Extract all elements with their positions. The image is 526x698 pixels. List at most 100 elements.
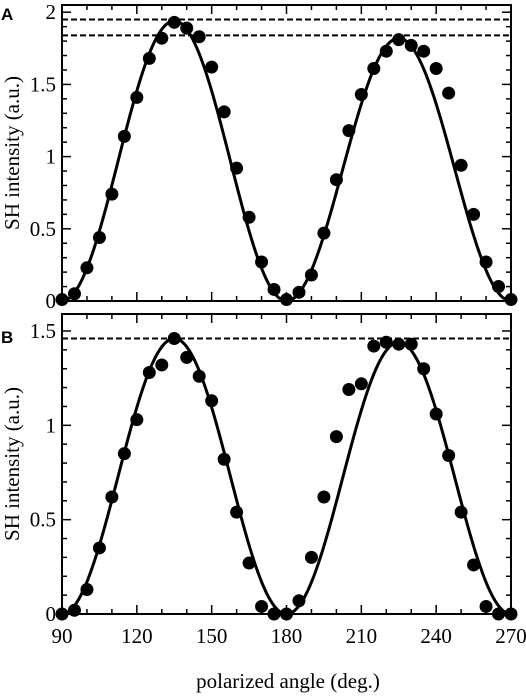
- data-point-a: [354, 88, 368, 102]
- data-point-a: [317, 226, 331, 240]
- data-point-a: [329, 173, 343, 187]
- plot-frame-a: [61, 4, 512, 302]
- data-point-b: [205, 394, 219, 408]
- x-axis-label: polarized angle (deg.): [196, 669, 380, 693]
- y-tick-label-b: 1.5: [30, 319, 56, 343]
- data-point-a: [217, 105, 231, 119]
- data-point-a: [492, 280, 506, 294]
- data-point-a: [167, 15, 181, 29]
- data-point-b: [217, 452, 231, 466]
- y-tick-label-b: 1: [46, 413, 57, 437]
- data-point-b: [379, 335, 393, 349]
- data-point-a: [205, 60, 219, 74]
- data-point-b: [130, 413, 144, 427]
- data-point-a: [442, 86, 456, 100]
- data-point-b: [92, 541, 106, 555]
- data-point-b: [280, 607, 293, 621]
- data-point-b: [479, 599, 493, 613]
- panel-b: 0 0.5 1 1.5 90 120 150 180 210 240 270 SH intensity…: [0, 313, 526, 648]
- data-point-b: [55, 607, 69, 621]
- x-tick-label: 210: [346, 624, 378, 648]
- data-point-a: [304, 268, 318, 282]
- data-point-a: [155, 31, 169, 45]
- data-point-a: [130, 90, 144, 104]
- data-point-a: [467, 207, 481, 221]
- x-tick-label: 150: [196, 624, 228, 648]
- fit-curve-a: [61, 19, 512, 303]
- data-point-b: [67, 603, 81, 617]
- data-point-b: [454, 505, 468, 519]
- y-tick-label-a: 2: [46, 0, 57, 24]
- data-point-a: [367, 62, 381, 76]
- data-point-a: [55, 293, 69, 307]
- y-tick-label-a: 0.5: [30, 217, 56, 241]
- data-point-b: [105, 490, 119, 504]
- data-point-b: [167, 332, 181, 346]
- data-point-a: [80, 261, 94, 275]
- panel-a: 0 0.5 1 1.5 2 SH intensity (a.u.): [0, 0, 518, 313]
- data-point-b: [117, 447, 131, 461]
- data-point-a: [67, 287, 81, 301]
- data-point-a: [142, 51, 156, 65]
- panel-label-a: A: [1, 5, 13, 24]
- data-point-a: [280, 293, 293, 307]
- y-axis-label-a: SH intensity (a.u.): [0, 76, 24, 230]
- data-point-a: [92, 230, 106, 244]
- data-point-a: [392, 33, 406, 47]
- data-point-a: [479, 255, 493, 269]
- data-point-a: [342, 124, 356, 138]
- data-point-a: [429, 62, 443, 76]
- data-point-b: [467, 558, 481, 572]
- data-point-b: [417, 362, 431, 376]
- data-point-a: [230, 161, 244, 175]
- data-point-a: [454, 158, 468, 172]
- data-point-a: [267, 282, 281, 296]
- x-tick-label: 120: [121, 624, 153, 648]
- data-point-a: [504, 293, 518, 307]
- data-point-b: [142, 365, 156, 379]
- data-point-b: [392, 337, 406, 351]
- data-point-b: [292, 594, 306, 608]
- data-point-b: [492, 607, 506, 621]
- data-point-a: [105, 187, 119, 201]
- y-tick-label-a: 0: [46, 289, 57, 313]
- data-point-b: [342, 382, 356, 396]
- data-point-b: [80, 582, 94, 596]
- data-point-a: [117, 129, 131, 143]
- data-point-a: [180, 21, 194, 35]
- data-point-a: [417, 44, 431, 58]
- data-point-b: [329, 430, 343, 444]
- x-tick-label: 270: [495, 624, 526, 648]
- x-tick-label: 240: [420, 624, 452, 648]
- panel-label-b: B: [1, 328, 13, 347]
- data-point-b: [267, 607, 281, 621]
- data-point-b: [429, 407, 443, 421]
- data-point-b: [317, 490, 331, 504]
- data-point-a: [404, 38, 418, 52]
- data-point-b: [304, 550, 318, 564]
- data-point-a: [379, 44, 393, 58]
- data-point-b: [242, 556, 256, 570]
- x-tick-label: 90: [52, 624, 73, 648]
- fit-curve-b: [61, 337, 512, 616]
- y-tick-label-b: 0.5: [30, 508, 56, 532]
- y-tick-label-b: 0: [46, 602, 57, 626]
- y-tick-label-a: 1: [46, 145, 57, 169]
- data-point-b: [155, 358, 169, 372]
- data-point-b: [255, 599, 269, 613]
- data-point-b: [192, 369, 206, 383]
- data-point-a: [255, 255, 269, 269]
- y-axis-label-b: SH intensity (a.u.): [0, 387, 24, 541]
- y-tick-label-a: 1.5: [30, 72, 56, 96]
- data-point-a: [192, 30, 206, 44]
- data-point-b: [230, 505, 244, 519]
- x-tick-label: 180: [271, 624, 303, 648]
- data-point-b: [404, 337, 418, 351]
- data-point-b: [442, 449, 456, 463]
- plot-frame-b: [61, 313, 512, 615]
- data-point-b: [180, 350, 194, 364]
- data-point-b: [504, 607, 518, 621]
- data-point-b: [367, 339, 381, 353]
- data-point-b: [354, 377, 368, 391]
